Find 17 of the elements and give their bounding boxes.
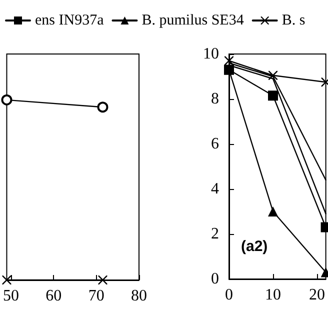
legend-label: B. s — [282, 12, 306, 28]
legend-label: ens IN937a — [35, 12, 104, 28]
x-tick-label: 50 — [3, 288, 19, 304]
y-tick-label: 4 — [211, 180, 219, 198]
x-tick-label: 10 — [265, 286, 281, 304]
x-tick-label: 70 — [88, 288, 104, 304]
x-tick-label: 20 — [309, 286, 325, 304]
annotation: (a2) — [241, 238, 268, 255]
y-tick-label: 2 — [211, 226, 219, 242]
y-tick-label: 10 — [203, 46, 219, 62]
y-tick-label: 6 — [211, 136, 219, 152]
x-tick-label: 0 — [225, 286, 233, 304]
y-tick-label: 0 — [211, 270, 219, 288]
x-tick-label: 60 — [46, 288, 62, 304]
y-tick-label: 8 — [211, 90, 219, 108]
legend-label: B. pumilus SE34 — [142, 12, 244, 28]
x-tick-label: 80 — [131, 288, 147, 304]
